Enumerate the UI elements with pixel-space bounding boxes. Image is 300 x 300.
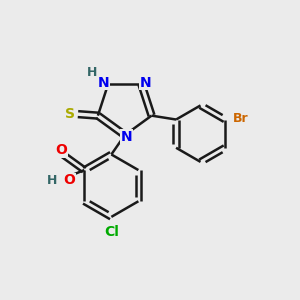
Text: N: N bbox=[120, 130, 132, 144]
Text: H: H bbox=[46, 174, 57, 187]
Text: Cl: Cl bbox=[104, 225, 119, 239]
Text: O: O bbox=[56, 143, 68, 157]
Text: S: S bbox=[65, 107, 75, 121]
Text: H: H bbox=[87, 66, 97, 79]
Text: O: O bbox=[63, 173, 75, 188]
Text: N: N bbox=[98, 76, 109, 90]
Text: Br: Br bbox=[232, 112, 248, 124]
Text: N: N bbox=[140, 76, 152, 90]
